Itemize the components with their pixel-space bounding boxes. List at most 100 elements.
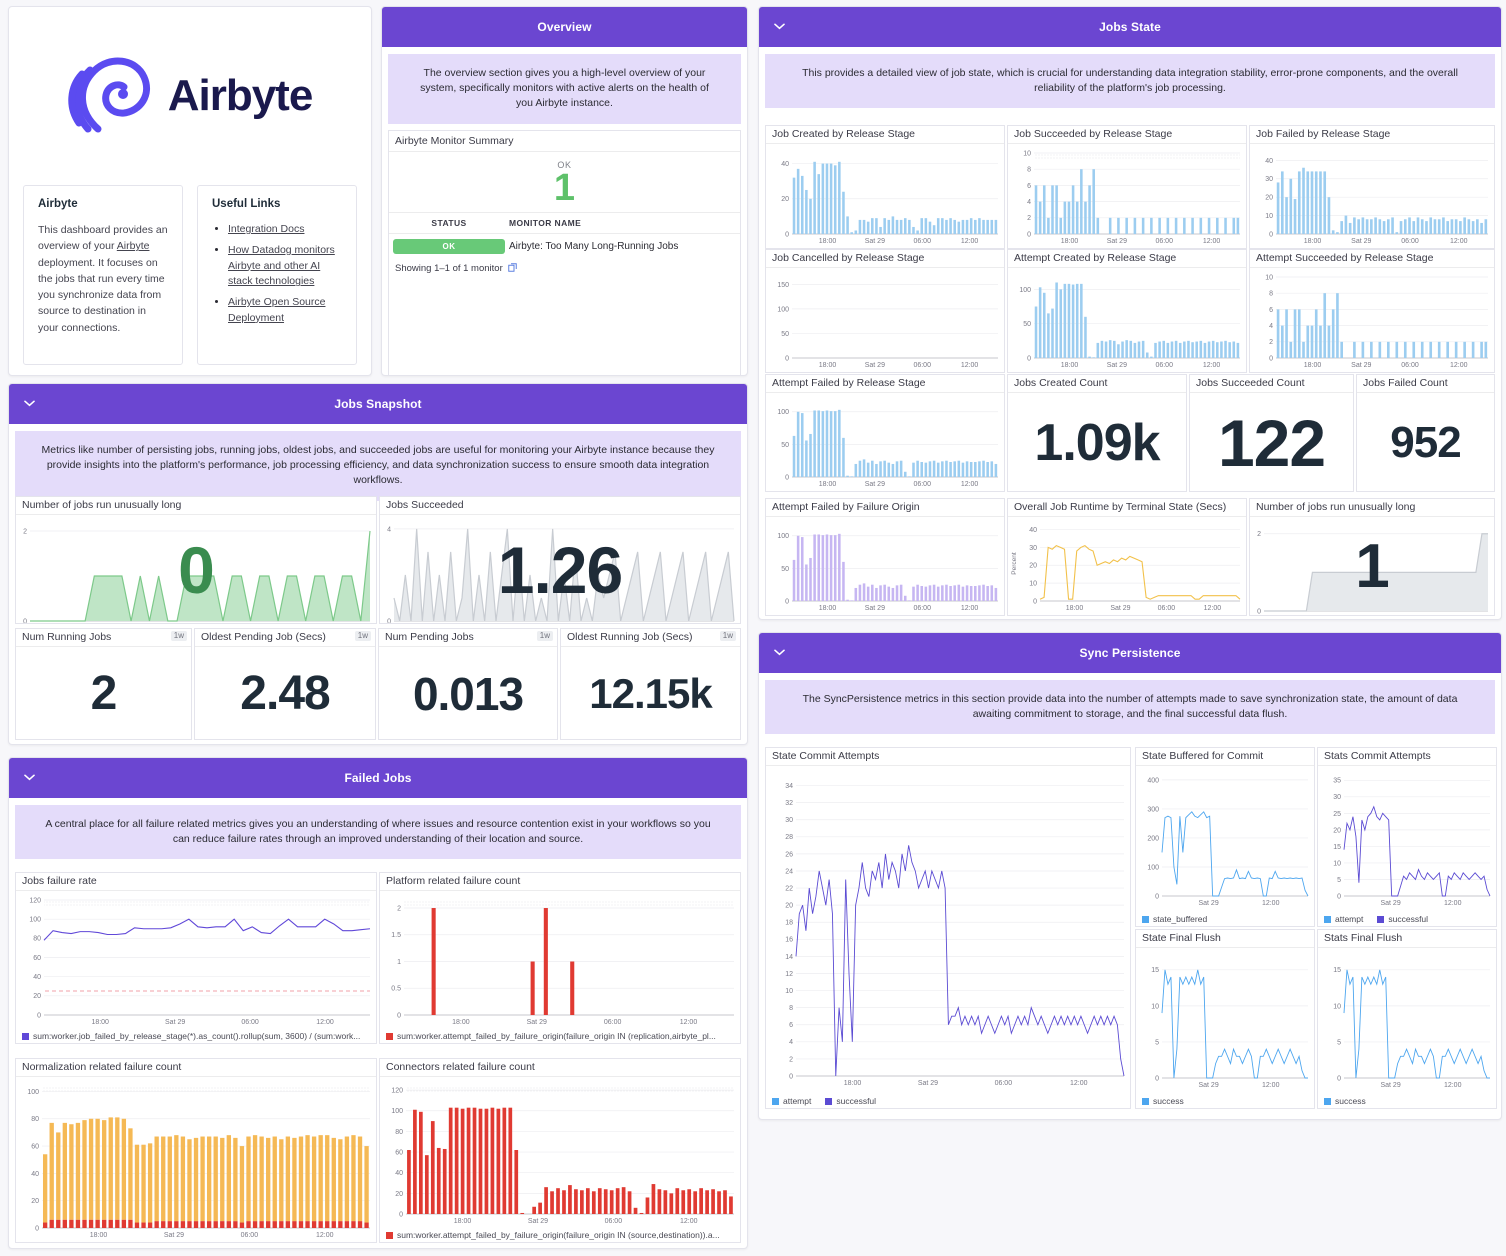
widget-attempt_succeeded_by_release_stage[interactable]: Attempt Succeeded by Release Stage 0 2 4 6 8 1… [1249, 249, 1495, 373]
widget-oldest-running-job-title: Oldest Running Job (Secs) 1w [561, 629, 740, 647]
link-integration-docs[interactable]: Integration Docs [228, 223, 305, 235]
legend-swatch [772, 1098, 779, 1105]
big-number-value: 0.013 [412, 667, 524, 720]
legend-item[interactable]: sum:worker.attempt_failed_by_failure_ori… [386, 1230, 720, 1240]
widget-normalization_related_failure_count[interactable]: Normalization related failure count 0 20 40… [15, 1058, 377, 1243]
widget-job_created_by_release_stage[interactable]: Job Created by Release Stage 0 20 40 18:00 Sa… [765, 125, 1005, 249]
widget-stats_commit_attempts[interactable]: Stats Commit Attempts 0 5 10 15 20 25 30 35 Sat 2… [1317, 747, 1497, 927]
legend-item[interactable]: state_buffered [1142, 914, 1207, 924]
widget-jobs-failed-count[interactable]: Jobs Failed Count 952 [1356, 374, 1495, 492]
widget-connectors_related_failure_count[interactable]: Connectors related failure count 0 20 40 60 8… [379, 1058, 741, 1243]
legend-item[interactable]: attempt [772, 1096, 811, 1106]
chevron-down-icon[interactable] [773, 20, 785, 32]
about-card-title: Airbyte [38, 198, 78, 210]
group-failed-jobs: Failed Jobs A central place for all fail… [8, 757, 748, 1249]
legend-item[interactable]: successful [1377, 914, 1428, 924]
legend-swatch [1377, 916, 1385, 923]
widget-title-text: Attempt Failed by Release Stage [772, 377, 926, 389]
widget-num-running-jobs[interactable]: Num Running Jobs 1w 2 [15, 628, 192, 740]
svg-text:100: 100 [1019, 287, 1031, 294]
legend-label: attempt [1335, 914, 1364, 924]
widget-platform_related_failure_count[interactable]: Platform related failure count 0 0.5 1 1.5 2 1… [379, 872, 741, 1044]
svg-text:0: 0 [785, 231, 789, 238]
legend-swatch [1324, 916, 1331, 923]
legend-swatch [1142, 1098, 1149, 1105]
sync-persistence-header[interactable]: Sync Persistence [759, 633, 1501, 673]
svg-text:15: 15 [1151, 967, 1159, 974]
failed-jobs-header[interactable]: Failed Jobs [9, 758, 747, 798]
jobs-state-header[interactable]: Jobs State [759, 7, 1501, 47]
widget-state_final_flush[interactable]: State Final Flush 0 5 10 15 Sat 29 12:00 succes… [1135, 929, 1315, 1109]
legend-item[interactable]: successful [825, 1096, 876, 1106]
svg-text:12:00: 12:00 [1262, 1082, 1280, 1089]
legend-item[interactable]: attempt [1324, 914, 1363, 924]
widget-attempt_created_by_release_stage[interactable]: Attempt Created by Release Stage 0 50 100 18… [1007, 249, 1247, 373]
svg-text:6: 6 [789, 1022, 793, 1029]
widget-oldest-running-job[interactable]: Oldest Running Job (Secs) 1w 12.15k [560, 628, 741, 740]
group-sync-persistence: Sync Persistence The SyncPersistence met… [758, 632, 1502, 1120]
about-card-body: This dashboard provides an overview of y… [38, 224, 168, 334]
widget-jobs-unusually-long-snapshot[interactable]: Number of jobs run unusually long 0 2 0 [15, 496, 377, 624]
legend-item[interactable]: success [1142, 1096, 1184, 1106]
about-airbyte-link[interactable]: Airbyte [116, 240, 150, 253]
legend-label: successful [1388, 914, 1429, 924]
legend-label: sum:worker.job_failed_by_release_stage(*… [33, 1031, 361, 1041]
big-number-value: 122 [1217, 405, 1326, 480]
widget-job_cancelled_by_release_stage[interactable]: Job Cancelled by Release Stage 0 50 100 150 1… [765, 249, 1005, 373]
svg-text:22: 22 [785, 885, 793, 892]
jobs-snapshot-header[interactable]: Jobs Snapshot [9, 384, 747, 424]
svg-text:50: 50 [1023, 321, 1031, 328]
list-item[interactable]: Airbyte Open Source Deployment [228, 295, 342, 327]
widget-jobs-succeeded-count-title: Jobs Succeeded Count [1190, 375, 1353, 393]
svg-text:12:00: 12:00 [961, 481, 979, 488]
svg-text:10: 10 [1029, 581, 1037, 588]
legend-item[interactable]: sum:worker.attempt_failed_by_failure_ori… [386, 1031, 716, 1041]
widget-jobs-succeeded-spark-body: 0 4 1.26 [380, 516, 740, 623]
monitor-name[interactable]: Airbyte: Too Many Long-Running Jobs [509, 240, 679, 252]
link-datadog-monitors-airbyte[interactable]: How Datadog monitors Airbyte and other A… [228, 243, 335, 288]
chevron-down-icon[interactable] [23, 397, 35, 409]
legend-label: success [1153, 1096, 1184, 1106]
svg-text:20: 20 [1265, 195, 1273, 202]
widget-stats_final_flush[interactable]: Stats Final Flush 0 5 10 15 Sat 29 12:00 succes… [1317, 929, 1497, 1109]
svg-text:06:00: 06:00 [605, 1218, 623, 1225]
widget-jobs-succeeded-count[interactable]: Jobs Succeeded Count 122 [1189, 374, 1354, 492]
chevron-down-icon[interactable] [773, 646, 785, 658]
svg-text:10: 10 [1333, 1003, 1341, 1010]
svg-text:4: 4 [387, 526, 391, 533]
widget-jobs-unusually-long-state[interactable]: Number of jobs run unusually long 0 2 1 [1249, 498, 1495, 616]
widget-state_buffered_for_commit[interactable]: State Buffered for Commit 0 100 200 300 400 Sa… [1135, 747, 1315, 927]
list-item[interactable]: How Datadog monitors Airbyte and other A… [228, 243, 342, 290]
svg-text:30: 30 [1029, 545, 1037, 552]
sync-persistence-note: The SyncPersistence metrics in this sect… [765, 680, 1495, 735]
svg-text:18:00: 18:00 [454, 1218, 472, 1225]
widget-state_commit_attempts[interactable]: State Commit Attempts 0 2 4 6 8 10 12 14 16 18 20 22… [765, 747, 1131, 1109]
widget-job_failed_by_release_stage-title: Job Failed by Release Stage [1250, 126, 1494, 144]
svg-text:06:00: 06:00 [1155, 362, 1173, 369]
legend-item[interactable]: sum:worker.job_failed_by_release_stage(*… [22, 1031, 360, 1041]
svg-text:18:00: 18:00 [1061, 238, 1079, 245]
widget-job_failed_by_release_stage[interactable]: Job Failed by Release Stage 0 10 20 30 40 18:0… [1249, 125, 1495, 249]
widget-jobs_failure_rate[interactable]: Jobs failure rate 0 20 40 60 80 100 120 18:00 Sat… [15, 872, 377, 1044]
widget-overall_job_runtime_by_terminal_state[interactable]: Overall Job Runtime by Terminal State (S… [1007, 498, 1247, 616]
svg-text:Percent: Percent [1011, 552, 1018, 575]
external-link-icon[interactable] [507, 263, 517, 275]
widget-job_succeeded_by_release_stage[interactable]: Job Succeeded by Release Stage 0 2 4 6 8 10 18:… [1007, 125, 1247, 249]
link-airbyte-oss-deployment[interactable]: Airbyte Open Source Deployment [228, 296, 326, 324]
widget-attempt_failed_by_failure_origin[interactable]: Attempt Failed by Failure Origin 0 50 100 18… [765, 498, 1005, 616]
chevron-down-icon[interactable] [23, 771, 35, 783]
widget-jobs-succeeded-spark[interactable]: Jobs Succeeded 0 4 1.26 [379, 496, 741, 624]
svg-text:Sat 29: Sat 29 [918, 1080, 938, 1087]
svg-text:10: 10 [785, 988, 793, 995]
widget-oldest-pending-job[interactable]: Oldest Pending Job (Secs) 1w 2.48 [194, 628, 376, 740]
list-item[interactable]: Integration Docs [228, 222, 342, 238]
table-row[interactable]: OK Airbyte: Too Many Long-Running Jobs [389, 234, 740, 259]
svg-text:26: 26 [785, 851, 793, 858]
widget-attempt_failed_by_release_stage-title: Attempt Failed by Release Stage [766, 375, 1004, 393]
widget-attempt_failed_by_release_stage[interactable]: Attempt Failed by Release Stage 0 50 100 18:… [765, 374, 1005, 492]
widget-jobs-created-count[interactable]: Jobs Created Count 1.09k [1007, 374, 1187, 492]
widget-num-pending-jobs[interactable]: Num Pending Jobs 1w 0.013 [378, 628, 558, 740]
legend-swatch [22, 1033, 29, 1040]
legend-item[interactable]: success [1324, 1096, 1366, 1106]
svg-text:40: 40 [31, 1171, 39, 1178]
